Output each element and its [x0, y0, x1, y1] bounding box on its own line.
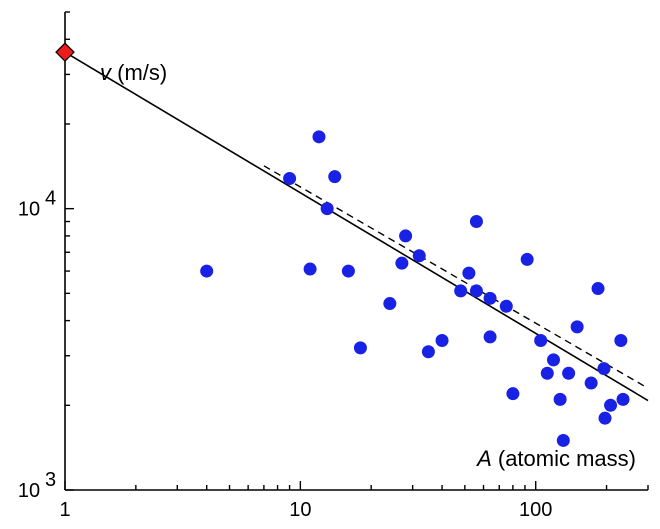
scatter-loglog-chart: 110100103104v (m/s)A (atomic mass)	[0, 0, 660, 529]
data-point	[470, 284, 483, 297]
data-point	[562, 367, 575, 380]
data-point	[547, 353, 560, 366]
data-point	[599, 412, 612, 425]
data-point	[484, 292, 497, 305]
x-axis-label: A (atomic mass)	[475, 446, 636, 471]
data-point	[597, 362, 610, 375]
data-point	[383, 297, 396, 310]
x-tick-label: 10	[289, 499, 311, 521]
data-point	[534, 334, 547, 347]
data-point	[617, 393, 630, 406]
data-point	[554, 393, 567, 406]
data-point	[422, 345, 435, 358]
data-point	[454, 284, 467, 297]
data-point	[470, 215, 483, 228]
data-point	[506, 387, 519, 400]
y-tick-exp: 4	[45, 188, 56, 210]
y-tick-exp: 3	[45, 469, 56, 491]
y-axis-label: v (m/s)	[100, 60, 167, 85]
x-tick-label: 100	[519, 499, 552, 521]
data-point	[462, 267, 475, 280]
data-point	[283, 172, 296, 185]
data-point	[399, 229, 412, 242]
data-point	[557, 434, 570, 447]
y-tick-label: 10	[18, 199, 40, 221]
data-point	[413, 249, 426, 262]
y-tick-label: 10	[18, 480, 40, 502]
data-point	[354, 341, 367, 354]
data-point	[436, 334, 449, 347]
data-point	[585, 377, 598, 390]
data-point	[328, 170, 341, 183]
data-point	[342, 265, 355, 278]
data-point	[592, 282, 605, 295]
data-point	[484, 330, 497, 343]
data-point	[395, 257, 408, 270]
data-point	[304, 263, 317, 276]
data-point	[500, 300, 513, 313]
data-point	[321, 202, 334, 215]
data-point	[614, 334, 627, 347]
data-point	[571, 320, 584, 333]
data-point	[521, 253, 534, 266]
x-tick-label: 1	[59, 499, 70, 521]
data-point	[312, 130, 325, 143]
chart-container: 110100103104v (m/s)A (atomic mass)	[0, 0, 660, 529]
data-point	[604, 399, 617, 412]
data-point	[541, 367, 554, 380]
data-point	[200, 265, 213, 278]
